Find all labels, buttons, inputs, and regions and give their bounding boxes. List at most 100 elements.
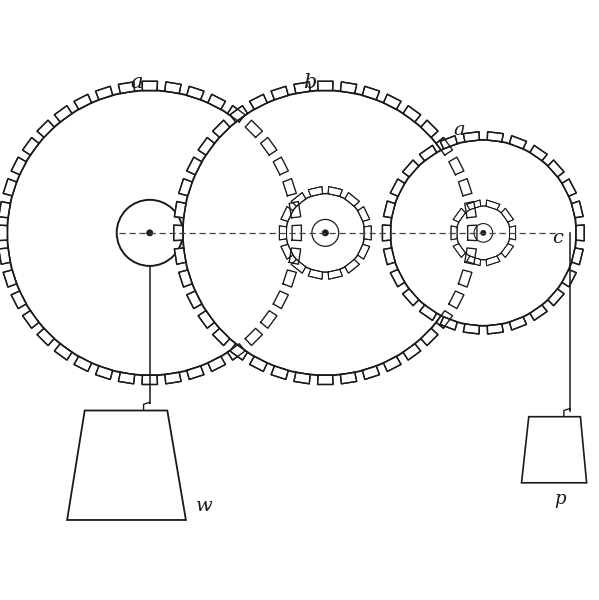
Polygon shape [458,270,472,287]
Polygon shape [383,94,401,109]
Polygon shape [213,328,230,346]
Polygon shape [449,157,464,175]
Polygon shape [501,244,513,257]
Polygon shape [37,328,55,346]
Polygon shape [187,291,202,308]
Circle shape [117,200,183,266]
Polygon shape [451,226,457,240]
Polygon shape [453,244,465,257]
Polygon shape [487,324,503,334]
Polygon shape [273,157,288,175]
Polygon shape [67,410,186,520]
Polygon shape [468,225,477,241]
Polygon shape [165,82,181,94]
Polygon shape [530,145,547,161]
Polygon shape [179,270,192,287]
Polygon shape [281,206,293,221]
Polygon shape [283,270,297,287]
Polygon shape [383,248,395,265]
Polygon shape [187,157,202,175]
Polygon shape [198,311,214,328]
Polygon shape [283,179,297,196]
Polygon shape [95,366,113,379]
Polygon shape [11,157,26,175]
Polygon shape [465,248,476,264]
Polygon shape [0,202,10,218]
Polygon shape [291,259,306,273]
Polygon shape [391,179,405,196]
Polygon shape [0,225,7,241]
Circle shape [481,230,486,235]
Polygon shape [213,120,230,137]
Polygon shape [119,373,135,384]
Polygon shape [328,187,343,196]
Polygon shape [179,179,192,196]
Circle shape [183,91,468,376]
Polygon shape [345,259,359,273]
Polygon shape [571,248,583,265]
Polygon shape [0,248,10,264]
Polygon shape [174,225,183,241]
Polygon shape [55,344,72,360]
Text: a: a [130,73,143,92]
Polygon shape [522,417,586,483]
Polygon shape [548,289,564,306]
Polygon shape [317,81,333,91]
Polygon shape [142,81,158,91]
Polygon shape [362,86,380,100]
Polygon shape [358,206,370,221]
Polygon shape [510,226,516,240]
Polygon shape [509,317,527,330]
Polygon shape [279,226,286,240]
Polygon shape [289,202,301,218]
Polygon shape [308,187,322,196]
Polygon shape [95,86,113,100]
Text: a: a [454,121,465,139]
Polygon shape [463,132,479,142]
Polygon shape [486,200,500,209]
Polygon shape [562,179,576,196]
Text: b: b [303,73,316,92]
Polygon shape [421,120,438,137]
Polygon shape [37,120,55,137]
Polygon shape [291,193,306,206]
Circle shape [456,206,510,260]
Polygon shape [364,226,371,240]
Text: w: w [196,497,213,515]
Polygon shape [228,344,245,360]
Polygon shape [467,200,480,209]
Polygon shape [3,179,17,196]
Polygon shape [530,305,547,320]
Polygon shape [174,202,186,218]
Polygon shape [345,193,359,206]
Polygon shape [340,82,356,94]
Polygon shape [289,248,301,264]
Polygon shape [245,328,262,346]
Polygon shape [230,344,247,360]
Polygon shape [548,160,564,177]
Polygon shape [453,208,465,222]
Polygon shape [271,366,288,379]
Circle shape [391,140,576,326]
Polygon shape [419,305,437,320]
Polygon shape [187,366,204,379]
Circle shape [147,230,153,236]
Polygon shape [250,356,267,371]
Polygon shape [261,137,277,155]
Polygon shape [250,94,267,109]
Polygon shape [562,269,576,287]
Polygon shape [230,106,247,122]
Polygon shape [187,86,204,100]
Polygon shape [403,344,420,360]
Circle shape [474,224,492,242]
Polygon shape [463,324,479,334]
Polygon shape [458,179,472,196]
Polygon shape [436,311,452,328]
Polygon shape [440,317,457,330]
Polygon shape [174,248,186,264]
Polygon shape [449,291,464,308]
Polygon shape [292,225,301,241]
Polygon shape [317,375,333,385]
Polygon shape [55,106,72,122]
Circle shape [322,230,328,236]
